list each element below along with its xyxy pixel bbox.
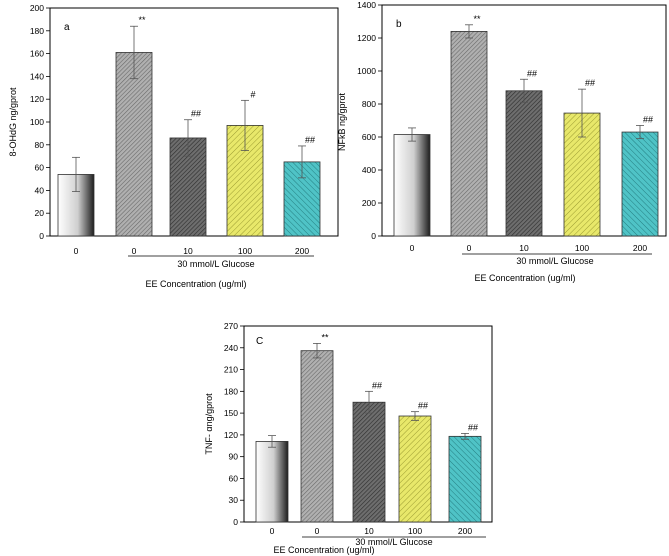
y-tick-label: 1400 — [357, 0, 376, 10]
y-tick-label: 100 — [30, 117, 44, 127]
annotations: ** ## ## ## — [321, 332, 478, 432]
group-label: 30 mmol/L Glucose — [516, 256, 593, 266]
x-tick-label: 100 — [238, 246, 252, 256]
y-tick-label: 180 — [30, 26, 44, 36]
y-tick-label: 120 — [30, 94, 44, 104]
bar — [505, 90, 543, 237]
x-ticks: 0 0 10 100 200 — [410, 243, 648, 253]
bar — [255, 441, 289, 523]
significance-mark: ## — [372, 380, 382, 390]
panel-label: b — [396, 19, 402, 30]
y-ticks: 0 20 40 60 80 100 120 140 160 180 200 — [30, 3, 44, 241]
y-tick-label: 0 — [39, 231, 44, 241]
x-tick-label: 10 — [364, 526, 374, 536]
bar — [300, 350, 334, 523]
y-tick-label: 150 — [224, 408, 238, 418]
bar — [115, 52, 153, 237]
y-tick-label: 200 — [362, 198, 376, 208]
significance-mark: ** — [321, 332, 329, 342]
bar — [450, 30, 488, 237]
significance-mark: # — [250, 89, 255, 99]
x-axis-label: EE Concentration (ug/ml) — [273, 545, 374, 555]
bars — [255, 343, 482, 523]
x-axis-label: EE Concentration (ug/ml) — [145, 279, 246, 289]
significance-mark: ## — [191, 109, 201, 119]
x-ticks: 0 0 10 100 200 — [74, 246, 310, 256]
bars — [393, 24, 659, 237]
chart-panel-c: C TNF- αng/gprot 0 30 60 90 120 150 180 … — [204, 321, 493, 555]
significance-mark: ** — [473, 14, 481, 24]
y-tick-label: 240 — [224, 343, 238, 353]
y-tick-label: 120 — [224, 430, 238, 440]
y-ticks: 0 30 60 90 120 150 180 210 240 270 — [224, 321, 238, 527]
y-tick-label: 160 — [30, 49, 44, 59]
x-tick-label: 10 — [519, 243, 529, 253]
bar — [393, 134, 431, 237]
y-tick-label: 140 — [30, 71, 44, 81]
y-tick-label: 210 — [224, 365, 238, 375]
y-tick-label: 800 — [362, 99, 376, 109]
x-tick-label: 0 — [132, 246, 137, 256]
x-tick-label: 0 — [410, 243, 415, 253]
x-tick-label: 200 — [458, 526, 472, 536]
y-ticks: 0 200 400 600 800 1000 1200 1400 — [357, 0, 376, 241]
bar — [448, 435, 482, 523]
significance-mark: ## — [527, 68, 537, 78]
x-tick-label: 0 — [467, 243, 472, 253]
bar — [621, 131, 659, 237]
chart-panel-a: a 8-OHdG ng/gprot 0 20 40 60 80 100 120 … — [8, 3, 339, 289]
y-tick-label: 30 — [229, 495, 239, 505]
group-label: 30 mmol/L Glucose — [355, 537, 432, 547]
significance-mark: ## — [418, 401, 428, 411]
y-tick-label: 400 — [362, 165, 376, 175]
y-axis-label: NFkB ng/gprot — [337, 92, 347, 151]
y-axis-label: TNF- αng/gprot — [204, 393, 214, 455]
y-tick-label: 180 — [224, 386, 238, 396]
panel-label: a — [64, 22, 70, 33]
x-tick-label: 0 — [74, 246, 79, 256]
significance-mark: ** — [138, 15, 146, 25]
panel-label: C — [256, 336, 263, 347]
y-axis-label: 8-OHdG ng/gprot — [8, 87, 18, 157]
x-axis-label: EE Concentration (ug/ml) — [474, 273, 575, 283]
chart-panel-b: b NFkB ng/gprot 0 200 400 600 800 1000 1… — [337, 0, 667, 283]
y-tick-label: 0 — [233, 517, 238, 527]
x-tick-label: 10 — [183, 246, 193, 256]
significance-mark: ## — [643, 114, 653, 124]
x-tick-label: 100 — [575, 243, 589, 253]
group-label: 30 mmol/L Glucose — [177, 259, 254, 269]
y-tick-label: 40 — [35, 185, 45, 195]
x-tick-label: 200 — [633, 243, 647, 253]
x-tick-label: 100 — [408, 526, 422, 536]
significance-mark: ## — [585, 78, 595, 88]
bars — [57, 25, 321, 237]
y-tick-label: 200 — [30, 3, 44, 13]
x-tick-label: 0 — [270, 526, 275, 536]
x-tick-label: 200 — [295, 246, 309, 256]
significance-mark: ## — [468, 422, 478, 432]
bar — [352, 401, 386, 523]
y-tick-label: 1200 — [357, 33, 376, 43]
y-tick-label: 20 — [35, 208, 45, 218]
y-tick-label: 60 — [229, 473, 239, 483]
x-tick-label: 0 — [315, 526, 320, 536]
y-tick-label: 90 — [229, 452, 239, 462]
y-tick-label: 60 — [35, 163, 45, 173]
x-ticks: 0 0 10 100 200 — [270, 526, 473, 536]
annotations: ** ## # ## — [138, 15, 315, 145]
y-tick-label: 600 — [362, 132, 376, 142]
significance-mark: ## — [305, 135, 315, 145]
y-tick-label: 270 — [224, 321, 238, 331]
y-tick-label: 1000 — [357, 66, 376, 76]
bar — [398, 415, 432, 523]
annotations: ** ## ## ## — [473, 14, 653, 125]
y-tick-label: 80 — [35, 140, 45, 150]
y-tick-label: 0 — [371, 231, 376, 241]
